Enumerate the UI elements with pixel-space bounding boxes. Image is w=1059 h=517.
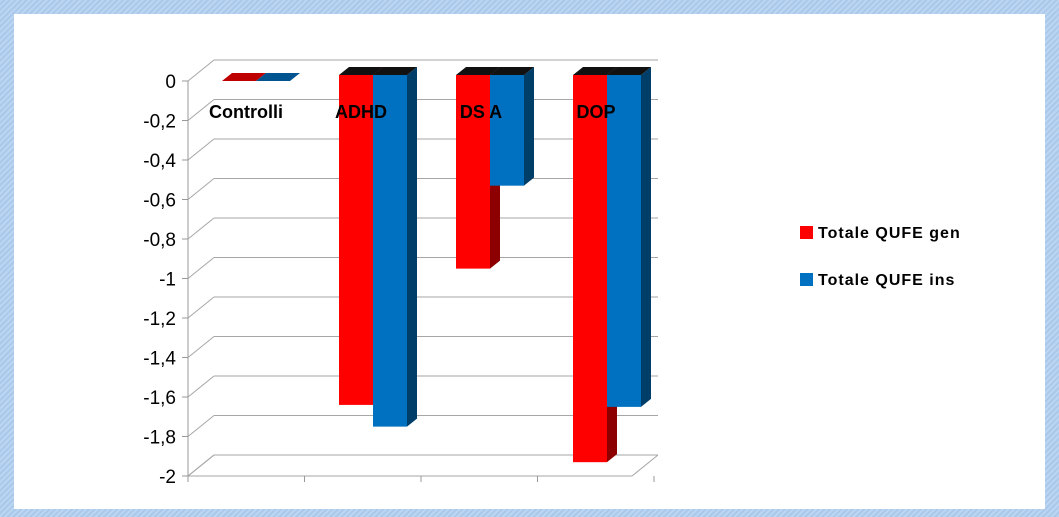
legend: Totale QUFE gen Totale QUFE ins xyxy=(800,225,961,289)
bar-front xyxy=(373,75,407,427)
legend-label: Totale QUFE gen xyxy=(818,225,961,242)
y-tick-label: -1,2 xyxy=(143,309,176,330)
bar-top xyxy=(339,67,383,75)
y-tick-label: -2 xyxy=(159,467,176,488)
bar-front xyxy=(607,75,641,407)
y-tick-label: -0,2 xyxy=(143,112,176,133)
category-label: ADHD xyxy=(335,102,387,122)
bar-top xyxy=(456,67,500,75)
y-tick-label: -1,4 xyxy=(143,349,176,370)
y-tick-label: -1 xyxy=(159,270,176,291)
y-tick-label: -0,8 xyxy=(143,230,176,251)
gridline-diagonal xyxy=(187,138,215,161)
bar-top xyxy=(607,67,651,75)
y-tick-label: -1,8 xyxy=(143,428,176,449)
bar-ds-a-series-2 xyxy=(490,67,534,186)
bar-top xyxy=(222,73,266,81)
bar-top xyxy=(256,73,300,81)
category-label: DOP xyxy=(576,102,615,122)
gridline-diagonal xyxy=(187,415,215,437)
y-tick-label: -0,4 xyxy=(143,151,176,172)
bar-side xyxy=(407,67,417,427)
y-tick-label: -1,6 xyxy=(143,388,176,409)
bar-front xyxy=(339,75,373,405)
bar-top xyxy=(373,67,417,75)
bar-front xyxy=(456,75,490,269)
bar-top xyxy=(573,67,617,75)
floor-side-edge xyxy=(631,454,659,477)
category-label: DS A xyxy=(460,102,502,122)
bar-adhd-series-2 xyxy=(373,67,417,427)
gridline-diagonal xyxy=(187,217,215,240)
gridline-diagonal xyxy=(187,375,215,398)
bar-top xyxy=(490,67,534,75)
bar-side xyxy=(641,67,651,407)
bar-controlli-series-1 xyxy=(222,73,266,81)
legend-swatch xyxy=(800,226,813,239)
bar-chart: 0 -0,2 -0,4 -0,6 -0,8 -1 -1,2 -1,4 -1,6 -1,8 -2 Con… xyxy=(143,59,961,488)
legend-label: Totale QUFE ins xyxy=(818,272,955,289)
bar-front xyxy=(573,75,607,463)
y-tick-label: -0,6 xyxy=(143,191,176,212)
gridline-diagonal xyxy=(187,336,215,358)
bar-front xyxy=(490,75,524,186)
gridline-diagonal xyxy=(187,454,215,477)
gridline-diagonal xyxy=(187,296,215,319)
gridline-diagonal xyxy=(187,99,215,121)
gridline-diagonal xyxy=(187,59,215,82)
gridline-diagonal xyxy=(187,178,215,200)
gridline-diagonal xyxy=(187,257,215,279)
bar-dop-series-2 xyxy=(607,67,651,407)
legend-swatch xyxy=(800,273,813,286)
bar-controlli-series-2 xyxy=(256,73,300,81)
category-label: Controlli xyxy=(209,102,283,122)
chart-area: 0 -0,2 -0,4 -0,6 -0,8 -1 -1,2 -1,4 -1,6 -1,8 -2 Con… xyxy=(14,14,1045,509)
y-tick-label: 0 xyxy=(165,72,176,93)
bar-side xyxy=(524,67,534,186)
